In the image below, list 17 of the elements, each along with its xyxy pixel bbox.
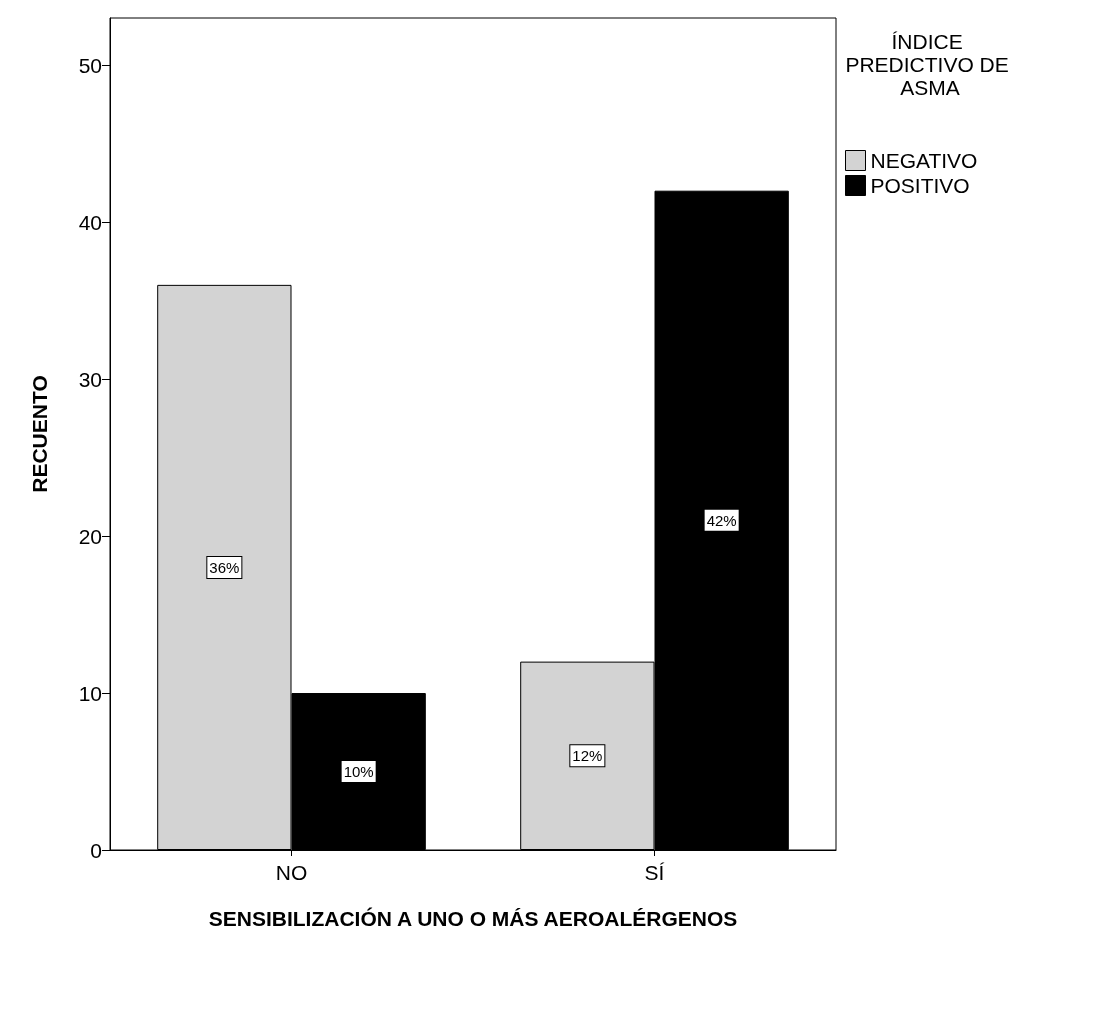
y-tick-label: 40 [78, 210, 102, 234]
data-label: 42% [706, 511, 737, 529]
x-axis-title: SENSIBILIZACIÓN A UNO O MÁS AEROALÉRGENOS [208, 906, 738, 930]
legend-title: ÍNDICE PREDICTIVO DE ASMA [845, 30, 1015, 99]
data-label: 12% [572, 747, 603, 765]
legend-label: POSITIVO [870, 174, 970, 197]
y-tick-label: 50 [78, 53, 102, 77]
data-label: 36% [209, 558, 240, 576]
x-tick-label: NO [275, 861, 308, 884]
y-tick-label: 30 [78, 367, 102, 391]
y-tick-label: 10 [78, 681, 102, 705]
y-tick-label: 0 [90, 838, 102, 862]
x-tick-label: SÍ [644, 861, 665, 884]
legend-label: NEGATIVO [870, 149, 978, 172]
data-label: 10% [343, 763, 374, 781]
y-axis-title: RECUENTO [28, 375, 51, 493]
y-tick-label: 20 [78, 524, 102, 548]
